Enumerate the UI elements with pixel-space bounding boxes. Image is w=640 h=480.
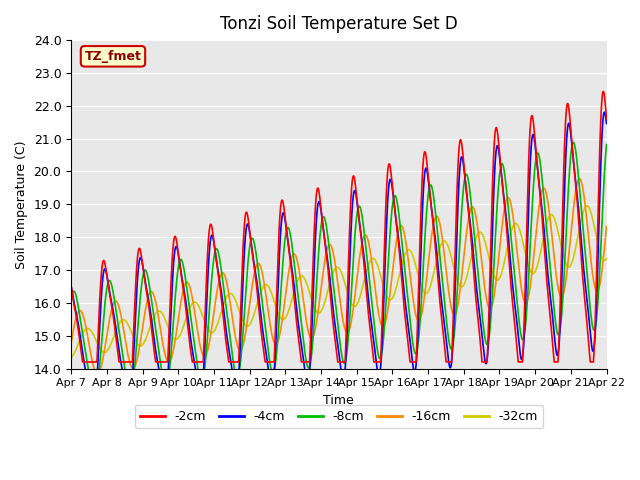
-8cm [602,147,610,153]
X-axis label: Time: Time [323,394,354,407]
-2cm [603,116,611,121]
-2cm [164,359,172,365]
Line: -2cm: -2cm [71,91,607,362]
-2cm [459,150,467,156]
-16cm [93,371,101,377]
-16cm [459,264,467,270]
-2cm [429,220,437,226]
-8cm [91,393,99,399]
-2cm [600,88,607,94]
-32cm [583,203,591,209]
-16cm [602,229,610,235]
-32cm [603,255,611,261]
-16cm [603,224,611,229]
-4cm [602,116,610,122]
-4cm [459,157,467,163]
-8cm [570,140,577,145]
-16cm [164,359,172,364]
Legend: -2cm, -4cm, -8cm, -16cm, -32cm: -2cm, -4cm, -8cm, -16cm, -32cm [134,405,543,428]
-32cm [429,274,437,279]
-8cm [603,142,611,147]
Line: -8cm: -8cm [71,143,607,396]
-32cm [163,322,171,328]
-32cm [319,305,326,311]
-4cm [489,207,497,213]
-32cm [459,284,467,289]
-16cm [489,299,497,304]
-2cm [79,359,86,365]
Y-axis label: Soil Temperature (C): Soil Temperature (C) [15,140,28,269]
-4cm [67,283,75,289]
Line: -4cm: -4cm [71,112,607,409]
-8cm [429,191,437,196]
-4cm [319,222,326,228]
-32cm [67,355,75,361]
-4cm [600,109,608,115]
-8cm [459,194,467,200]
-16cm [67,340,75,346]
-4cm [429,217,437,223]
-32cm [489,270,497,276]
-2cm [319,222,326,228]
-16cm [319,272,326,277]
-16cm [575,176,583,181]
-16cm [429,224,437,229]
-8cm [319,215,326,221]
-4cm [164,380,172,385]
Text: TZ_fmet: TZ_fmet [84,50,141,63]
-2cm [602,109,610,115]
-8cm [489,279,497,285]
-8cm [164,380,172,386]
Line: -16cm: -16cm [71,179,607,374]
Title: Tonzi Soil Temperature Set D: Tonzi Soil Temperature Set D [220,15,458,33]
-8cm [67,296,75,301]
-2cm [489,166,497,171]
-32cm [602,257,610,263]
-4cm [90,406,97,412]
-2cm [67,284,75,289]
Line: -32cm: -32cm [71,206,607,358]
-4cm [603,120,611,126]
